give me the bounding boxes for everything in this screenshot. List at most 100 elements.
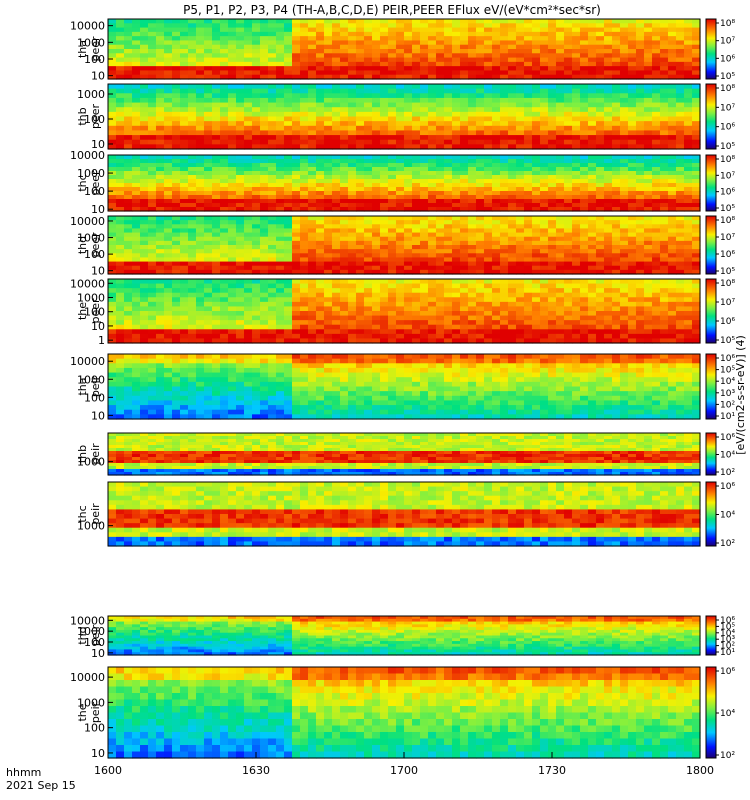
colorbar (705, 615, 717, 656)
panel-frame (107, 83, 701, 150)
y-tick-label: 10000 (70, 149, 105, 162)
x-tick-label: 1630 (242, 764, 270, 777)
y-tick-label: 10000 (70, 215, 105, 228)
chart-title: P5, P1, P2, P3, P4 (TH-A,B,C,D,E) PEIR,P… (183, 3, 601, 17)
colorbar (705, 353, 717, 420)
colorbar (705, 481, 717, 547)
y-tick-label: 100 (84, 185, 105, 198)
panel-tha-peer: 10 100 1000 10000 tha peer 10⁵ 10⁶ 10⁷ 10⁸ (70, 18, 735, 83)
panel-probe-label: the (76, 703, 89, 721)
y-tick-label: 10000 (70, 20, 105, 33)
x-tick-label: 1800 (686, 764, 714, 777)
y-tick-label: 100 (84, 248, 105, 261)
colorbar-tick-label: 10⁶ (720, 123, 735, 133)
y-tick-label: 1000 (77, 88, 105, 101)
colorbar-tick-label: 10⁶ (720, 667, 735, 677)
panel-frame (107, 154, 701, 212)
panel-species-label: peir (89, 503, 102, 525)
colorbar-tick-label: 10⁶ (720, 54, 735, 64)
colorbar-tick-label: 10² (720, 539, 735, 549)
y-tick-label: 10 (91, 747, 105, 760)
colorbar-tick-label: 10⁵ (720, 142, 735, 152)
colorbar-tick-label: 10⁶ (720, 433, 735, 443)
y-tick-label: 1000 (77, 696, 105, 709)
colorbar-tick-label: 10² (720, 751, 735, 761)
colorbar-tick-label: 10⁵ (720, 72, 735, 82)
y-tick-label: 100 (84, 391, 105, 404)
y-tick-label: 10 (91, 320, 105, 333)
colorbar-tick-label: 10⁴ (720, 709, 735, 719)
colorbar (705, 83, 717, 150)
panel-species-label: peer (89, 36, 102, 62)
panel-frame (107, 432, 701, 476)
colorbar-tick-label: 10⁶ (720, 616, 735, 626)
colorbar (705, 154, 717, 212)
panel-frame (107, 215, 701, 275)
panel-species-label: peer (89, 298, 102, 324)
y-tick-label: 10 (91, 138, 105, 151)
y-tick-label: 10 (91, 647, 105, 660)
colorbar-tick-label: 10⁵ (720, 336, 735, 346)
heatmap-cells (108, 279, 701, 344)
panel-probe-label: thb (76, 107, 89, 125)
colorbar-tick-label: 10¹ (720, 412, 735, 422)
colorbar-tick-label: 10⁴ (720, 451, 735, 461)
colorbar-tick-label: 10⁶ (720, 317, 735, 327)
panel-probe-label: thd (76, 236, 89, 254)
colorbar-tick-label: 10⁷ (720, 233, 735, 243)
panel-probe-label: thb (76, 445, 89, 463)
colorbar-tick-label: 10² (720, 468, 735, 478)
colorbar-tick-label: 10⁶ (720, 188, 735, 198)
colorbar-tick-label: 10⁷ (720, 171, 735, 181)
time-format-label: hhmm (6, 766, 41, 779)
panel-species-label: peer (89, 232, 102, 258)
panel-the-peir: 10 100 1000 10000 the peir 10² 10⁴ 10⁶ (70, 666, 735, 761)
y-tick-label: 10000 (70, 355, 105, 368)
y-tick-label: 10000 (70, 671, 105, 684)
panel-thc-peer: 10 100 1000 10000 thc peer 10⁵ 10⁶ 10⁷ 10⁸ (70, 149, 735, 216)
colorbar-tick-label: 10⁸ (720, 19, 735, 29)
heatmap-cells (108, 482, 701, 547)
panel-frame (107, 615, 701, 656)
y-tick-label: 1000 (77, 36, 105, 49)
y-tick-label: 1 (98, 334, 105, 347)
panel-frame (107, 278, 701, 344)
colorbar-tick-label: 10⁶ (720, 250, 735, 260)
colorbar-tick-label: 10⁴ (720, 629, 735, 639)
panel-species-label: peir (89, 375, 102, 397)
colorbar-tick-label: 10¹ (720, 648, 735, 658)
x-tick-label: 1600 (94, 764, 122, 777)
heatmap-cells (108, 667, 701, 759)
panel-probe-label: thc (76, 505, 89, 522)
panel-thd-peer: 10 100 1000 10000 thd peer 10⁵ 10⁶ 10⁷ 10⁸ (70, 215, 735, 278)
panel-species-label: peir (89, 701, 102, 723)
x-tick-label: 1700 (390, 764, 418, 777)
date-label: 2021 Sep 15 (6, 779, 76, 792)
heatmap-cells (108, 84, 701, 150)
y-tick-label: 1000 (77, 520, 105, 533)
panel-thb-peer: 10 100 1000 thb peer 10⁵ 10⁶ 10⁷ 10⁸ (76, 83, 735, 152)
colorbar-tick-label: 10⁷ (720, 298, 735, 308)
y-tick-label: 1000 (77, 232, 105, 245)
colorbar-tick-label: 10⁶ (720, 354, 735, 364)
y-tick-label: 1000 (77, 456, 105, 469)
colorbar-tick-label: 10² (720, 400, 735, 410)
colorbar-units-label: [eV/(cm2-s-sr-eV)] (4) (734, 335, 747, 455)
colorbar-tick-label: 10⁷ (720, 103, 735, 113)
colorbar-tick-label: 10⁶ (720, 482, 735, 492)
heatmap-cells (108, 433, 701, 476)
y-tick-label: 10 (91, 409, 105, 422)
colorbar (705, 18, 717, 80)
colorbar-tick-label: 10⁸ (720, 279, 735, 289)
y-tick-label: 10 (91, 203, 105, 216)
colorbar-tick-label: 10⁵ (720, 366, 735, 376)
panel-probe-label: thc (76, 174, 89, 191)
colorbar-tick-label: 10⁷ (720, 37, 735, 47)
heatmap-cells (108, 155, 701, 212)
colorbar (705, 666, 717, 759)
colorbar-tick-label: 10⁸ (720, 84, 735, 94)
